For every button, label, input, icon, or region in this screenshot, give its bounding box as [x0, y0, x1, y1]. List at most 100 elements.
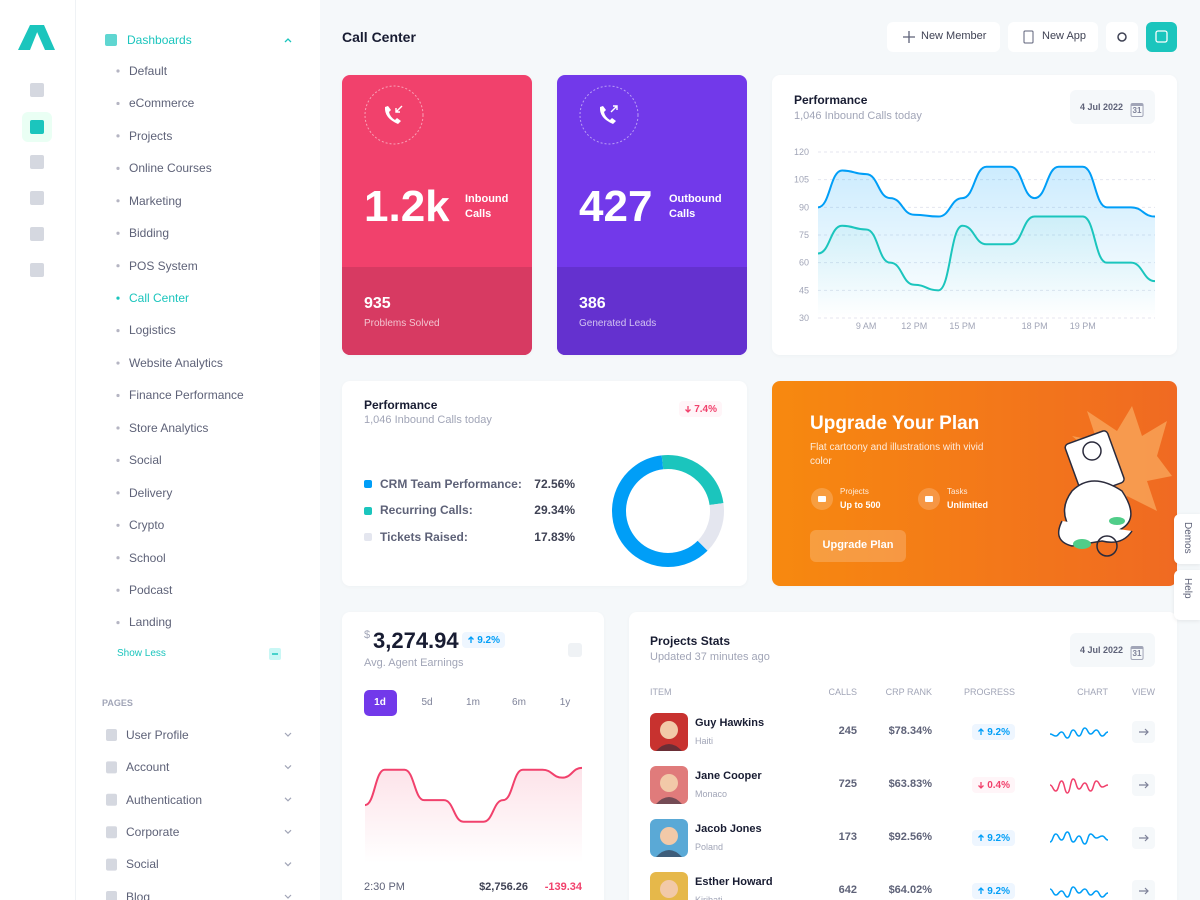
page-title: Call Center	[342, 28, 416, 45]
phone-icon	[384, 106, 401, 124]
card-subtitle: 1,046 Inbound Calls today	[794, 110, 922, 123]
upgrade-button[interactable]	[810, 530, 906, 562]
stat-label: Outbound Calls	[669, 193, 722, 220]
line	[1049, 831, 1109, 845]
line	[817, 165, 1156, 218]
date-picker[interactable]	[1070, 633, 1155, 667]
legend-swatch	[364, 480, 372, 488]
date-text: 4 Jul 2022	[1080, 644, 1124, 655]
menu-item[interactable]: Podcast	[129, 583, 173, 597]
area	[365, 767, 582, 863]
row-rank: $78.34%	[888, 725, 932, 738]
menu-item[interactable]: Social	[129, 453, 162, 468]
change-value: 9.2%	[987, 726, 1010, 738]
range-button[interactable]: 5d	[421, 697, 433, 708]
rail-icons	[18, 25, 55, 277]
feature-label: Tasks	[947, 487, 968, 497]
page-item[interactable]: User Profile	[126, 727, 189, 742]
side-tab[interactable]	[1174, 570, 1200, 620]
side-tab-label[interactable]: Demos	[1182, 522, 1193, 554]
stat-icon	[579, 85, 639, 145]
menu-item[interactable]: Projects	[129, 128, 173, 143]
menu-icon	[105, 34, 117, 46]
view-arrow	[1139, 887, 1149, 895]
change-value: 9.2%	[987, 885, 1010, 897]
menu-item[interactable]: Online Courses	[129, 161, 212, 176]
header-button[interactable]	[1008, 22, 1098, 52]
card-title: Projects Stats	[650, 633, 731, 648]
row-name[interactable]: Jacob Jones	[695, 823, 762, 836]
page-item[interactable]: Blog	[126, 889, 151, 900]
row-name[interactable]: Jane Cooper	[695, 770, 762, 783]
avatar	[650, 872, 688, 900]
area	[818, 216, 1155, 318]
menu-item[interactable]: Marketing	[129, 193, 182, 208]
menu-item[interactable]: Crypto	[129, 518, 165, 533]
column-header: VIEW	[1131, 686, 1155, 697]
chevron-down	[284, 862, 292, 867]
menu-item[interactable]: Finance Performance	[129, 388, 244, 403]
menu-item[interactable]: Default	[129, 63, 168, 78]
phone-icon	[599, 106, 616, 124]
menu-item[interactable]: Bidding	[129, 226, 170, 241]
menu-item[interactable]: Call Center	[129, 290, 190, 305]
menu-title[interactable]: Dashboards	[127, 32, 192, 47]
menu-bullet	[116, 621, 120, 625]
view-button[interactable]	[1132, 880, 1155, 900]
change-badge: 9.2%	[972, 883, 1015, 899]
side-tab-label[interactable]: Help	[1182, 578, 1193, 599]
promo-text: Flat cartoony and illustrations with viv…	[810, 442, 984, 467]
view-button[interactable]	[1132, 721, 1155, 743]
view-bg	[1132, 880, 1155, 900]
icon-ring	[579, 85, 639, 145]
range-button[interactable]: 6m	[512, 697, 526, 708]
menu-bullet	[116, 588, 120, 592]
range-button[interactable]: 1y	[559, 697, 571, 708]
page-item[interactable]: Account	[126, 760, 170, 775]
menu-item[interactable]: eCommerce	[129, 96, 195, 111]
column-header: CRP RANK	[885, 686, 932, 697]
view-button[interactable]	[1132, 774, 1155, 796]
row-name[interactable]: Guy Hawkins	[695, 717, 765, 730]
show-less[interactable]: Show Less	[117, 648, 166, 659]
page-item[interactable]: Authentication	[126, 792, 203, 807]
y-tick-label: 45	[799, 285, 809, 295]
menu-bullet	[116, 523, 120, 527]
menu-item[interactable]: Delivery	[129, 485, 173, 500]
view-arrow	[1139, 728, 1149, 736]
arrow-shape	[685, 406, 692, 413]
sparkline	[1049, 727, 1109, 739]
date-picker[interactable]	[1070, 90, 1155, 124]
range-button[interactable]: 1m	[466, 697, 480, 708]
line	[1049, 727, 1109, 739]
menu-item[interactable]: Logistics	[129, 323, 176, 338]
side-tab[interactable]	[1174, 514, 1200, 564]
button-label: Upgrade Plan	[822, 539, 894, 552]
view-button[interactable]	[1132, 827, 1155, 849]
feature-icon	[918, 488, 940, 510]
page-item[interactable]: Corporate	[126, 825, 180, 839]
theme-button	[1106, 22, 1138, 52]
menu-item[interactable]: School	[129, 550, 166, 565]
more-button[interactable]	[568, 643, 582, 657]
row-name[interactable]: Esther Howard	[695, 876, 773, 889]
stat-value: 1.2k	[364, 181, 450, 231]
menu-item[interactable]: Website Analytics	[129, 355, 223, 370]
legend-value: 17.83%	[534, 529, 575, 544]
card-subtitle: 1,046 Inbound Calls today	[364, 414, 492, 427]
page-item[interactable]: Social	[126, 857, 159, 872]
column-header: CHART	[1077, 686, 1108, 697]
chevron-down	[284, 829, 292, 835]
x-tick-label: 9 AM	[856, 321, 877, 331]
stat-sub-label: Problems Solved	[364, 318, 440, 329]
chevron-down	[284, 732, 292, 737]
menu-item[interactable]: POS System	[129, 258, 198, 273]
range-button[interactable]: 1d	[374, 697, 386, 708]
menu-item[interactable]: Landing	[129, 615, 172, 630]
feature-value: Up to 500	[840, 499, 881, 510]
legend-swatch	[364, 533, 372, 541]
x-tick-label: 18 PM	[1022, 321, 1048, 331]
menu-item[interactable]: Store Analytics	[129, 420, 209, 435]
change-badge: 9.2%	[972, 724, 1015, 740]
page-icon	[106, 826, 117, 839]
